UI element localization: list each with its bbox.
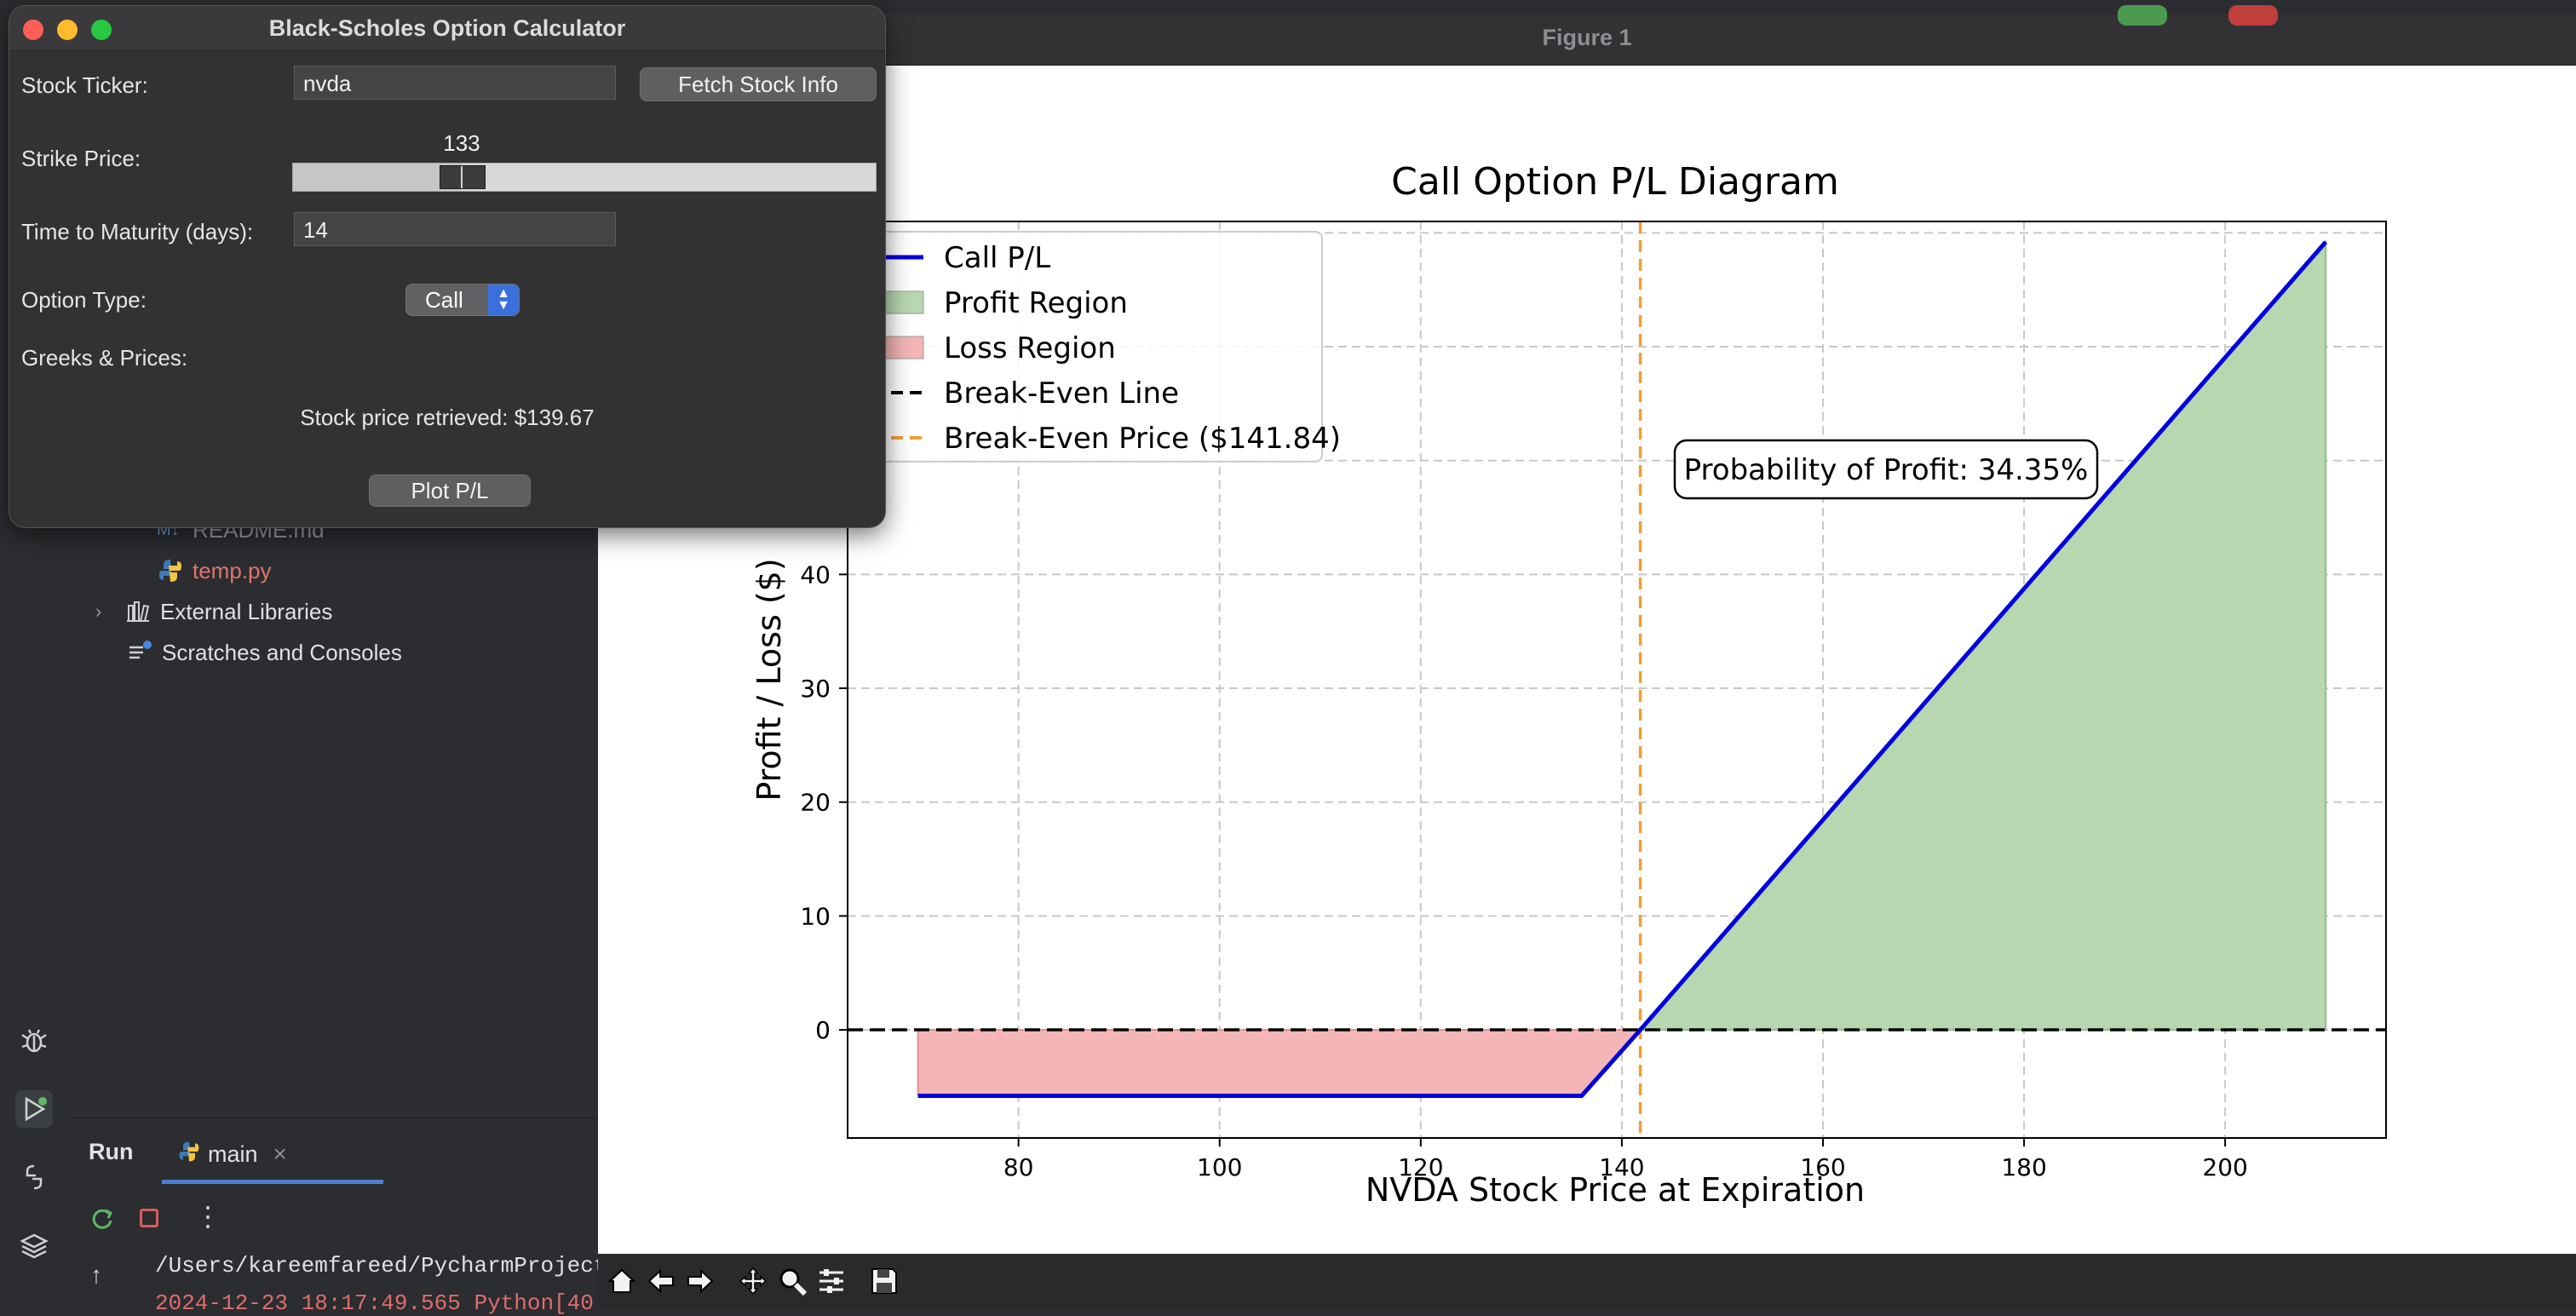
x-tick-label: 80 (1003, 1153, 1034, 1181)
loss-region-fill (918, 1030, 1641, 1096)
chevron-right-icon[interactable]: › (95, 601, 124, 623)
y-tick-label: 10 (800, 902, 831, 930)
red-badge (2228, 5, 2278, 26)
x-axis-label: NVDA Stock Price at Expiration (1366, 1171, 1865, 1209)
figure-titlebar: Figure 1 (598, 14, 2576, 66)
strike-price-slider[interactable] (292, 163, 877, 192)
scratches-icon (126, 639, 153, 666)
slider-thumb[interactable] (440, 165, 486, 189)
probability-text: Probability of Profit: 34.35% (1684, 453, 2089, 487)
pan-icon[interactable] (734, 1262, 772, 1300)
figure-toolbar (598, 1254, 2576, 1308)
calculator-title: Black-Scholes Option Calculator (9, 6, 885, 50)
rerun-icon[interactable] (87, 1204, 118, 1234)
debug-icon[interactable] (15, 1022, 53, 1060)
ticker-label: Stock Ticker: (21, 72, 148, 99)
option-type-select[interactable]: Call ▲ ▼ (405, 284, 520, 316)
configure-subplots-icon[interactable] (813, 1262, 850, 1300)
option-type-value: Call (425, 287, 463, 313)
legend-label: Break-Even Line (944, 376, 1179, 411)
figure-title: Figure 1 (1542, 25, 1631, 50)
save-figure-icon[interactable] (865, 1262, 903, 1300)
figure-window: Figure 1 Call Option P/L Diagram 80 100 12… (598, 14, 2576, 1308)
run-panel: Run main × ⋮ ↑ /Users/kareemfareed/Pycha… (70, 1118, 598, 1309)
active-tab-underline (162, 1180, 383, 1184)
status-text: Stock price retrieved: $139.67 (9, 405, 885, 431)
run-tab-main[interactable]: main × (177, 1135, 287, 1173)
y-tick-label: 20 (800, 789, 831, 817)
chart-title: Call Option P/L Diagram (1391, 160, 1839, 204)
stop-icon[interactable] (140, 1209, 158, 1227)
x-tick-label: 180 (2001, 1153, 2046, 1181)
library-icon (124, 598, 152, 625)
python-file-icon (157, 557, 184, 584)
select-chevron-icon: ▲ ▼ (488, 284, 519, 315)
tree-item-external-libraries[interactable]: › External Libraries (95, 591, 332, 632)
option-type-label: Option Type: (21, 287, 147, 313)
legend-label: Call P/L (944, 241, 1050, 275)
home-icon[interactable] (603, 1262, 641, 1300)
ticker-input[interactable]: nvda (294, 66, 616, 100)
tree-item-temp-py[interactable]: temp.py (157, 550, 272, 591)
python-file-icon (177, 1140, 201, 1169)
console-line: /Users/kareemfareed/PycharmProject (155, 1253, 598, 1279)
layers-icon[interactable] (15, 1227, 53, 1264)
calculator-titlebar: Black-Scholes Option Calculator (9, 6, 885, 51)
tree-item-scratches[interactable]: Scratches and Consoles (126, 632, 402, 673)
y-tick-label: 0 (815, 1016, 831, 1044)
strike-value: 133 (428, 130, 496, 157)
y-tick-label: 40 (800, 560, 831, 589)
fetch-stock-button[interactable]: Fetch Stock Info (640, 67, 877, 101)
y-tick-label: 30 (800, 675, 831, 703)
legend-label: Profit Region (944, 286, 1128, 320)
thumb-grip (461, 166, 463, 188)
legend-label: Loss Region (944, 331, 1116, 365)
y-ticks: 0 10 20 30 40 (800, 560, 848, 1044)
pl-chart: Call Option P/L Diagram 80 100 120 140 160 18… (598, 65, 2576, 1254)
y-axis-label: Profit / Loss ($) (750, 558, 788, 801)
python-console-icon[interactable] (15, 1158, 53, 1196)
plot-pl-button[interactable]: Plot P/L (369, 474, 531, 507)
close-tab-icon[interactable]: × (273, 1141, 287, 1168)
calculator-window: Black-Scholes Option Calculator Stock Ti… (9, 5, 886, 528)
strike-label: Strike Price: (21, 146, 141, 172)
legend-label: Break-Even Price ($141.84) (944, 422, 1341, 456)
maturity-input[interactable]: 14 (294, 212, 616, 246)
green-badge (2118, 5, 2167, 26)
forward-arrow-icon[interactable] (681, 1262, 719, 1300)
maturity-label: Time to Maturity (days): (21, 219, 253, 245)
back-arrow-icon[interactable] (642, 1262, 680, 1300)
console-line: 2024-12-23 18:17:49.565 Python[40 (155, 1290, 598, 1316)
probability-annotation: Probability of Profit: 34.35% (1675, 440, 2097, 498)
scroll-up-icon[interactable]: ↑ (90, 1261, 102, 1289)
more-options-icon[interactable]: ⋮ (194, 1200, 221, 1233)
zoom-icon[interactable] (773, 1262, 811, 1300)
x-tick-label: 100 (1197, 1153, 1242, 1181)
greeks-label: Greeks & Prices: (21, 345, 187, 371)
x-tick-label: 200 (2202, 1153, 2247, 1181)
slider-fill (293, 164, 462, 191)
legend: Call P/L Profit Region Loss Region Break-Ev… (854, 232, 1341, 462)
run-tool-icon[interactable] (15, 1090, 53, 1128)
run-label: Run (89, 1139, 133, 1165)
